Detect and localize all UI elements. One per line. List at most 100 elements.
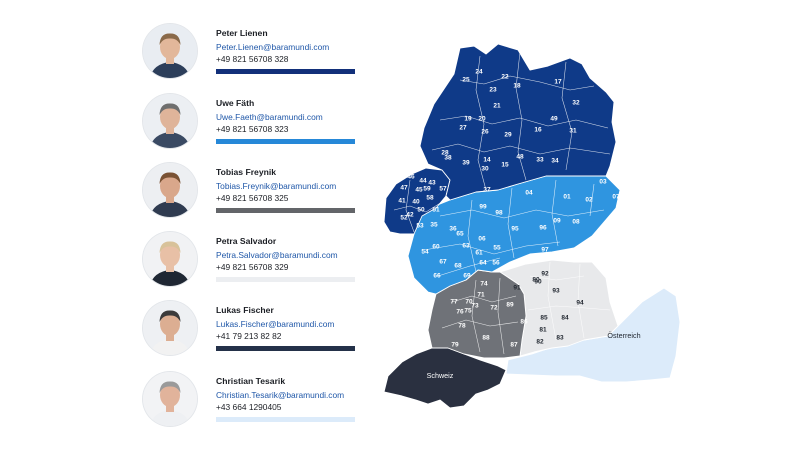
region-number-label: 52 [400, 215, 408, 222]
region-number-label: 46 [407, 174, 415, 181]
region-number-label: 83 [556, 335, 564, 342]
district-border [459, 75, 595, 91]
region-number-label: 65 [456, 231, 464, 238]
region-number-label: 96 [539, 225, 547, 232]
district-border [441, 319, 519, 329]
region-number-label: 78 [458, 323, 466, 330]
country-label-switzerland: Schweiz [427, 371, 454, 380]
region-number-label: 74 [480, 281, 488, 288]
contact-card: Lukas Fischer Lukas.Fischer@baramundi.com… [143, 301, 383, 363]
contact-name: Peter Lienen [216, 28, 268, 38]
region-number-label: 35 [430, 222, 438, 229]
region-number-label: 01 [563, 194, 571, 201]
region-number-label: 40 [412, 199, 420, 206]
region-number-label: 23 [489, 87, 497, 94]
region-number-label: 58 [426, 195, 434, 202]
contact-email-link[interactable]: Peter.Lienen@baramundi.com [216, 42, 330, 52]
region-number-label: 44 [419, 178, 427, 185]
district-border [467, 199, 477, 273]
district-border [515, 51, 527, 181]
contact-email-link[interactable]: Tobias.Freynik@baramundi.com [216, 181, 337, 191]
region-number-label: 70 [465, 299, 473, 306]
region-number-label: 56 [492, 260, 500, 267]
district-border [439, 209, 605, 219]
region-number-label: 31 [569, 128, 577, 135]
region-number-label: 49 [550, 116, 558, 123]
district-border [393, 201, 443, 213]
region-number-label: 29 [504, 132, 512, 139]
contact-card: Petra Salvador Petra.Salvador@baramundi.c… [143, 232, 383, 294]
region-number-label: 95 [511, 226, 519, 233]
contact-name: Tobias Freynik [216, 167, 277, 177]
switzerland-region [383, 347, 507, 409]
contact-phone: +49 821 56708 325 [216, 193, 289, 203]
region-number-label: 99 [479, 204, 487, 211]
region-number-label: 19 [464, 116, 472, 123]
region-number-label: 54 [421, 249, 429, 256]
region-number-label: 60 [432, 244, 440, 251]
region-number-label: 17 [554, 79, 562, 86]
avatar [143, 372, 197, 426]
region-number-label: 91 [513, 285, 521, 292]
region-number-label: 50 [417, 207, 425, 214]
district-border [561, 61, 573, 171]
region-number-label: 36 [449, 226, 457, 233]
contact-card: Tobias Freynik Tobias.Freynik@baramundi.c… [143, 163, 383, 225]
district-border [451, 295, 517, 303]
territory-color-bar [216, 139, 355, 144]
contact-phone: +41 79 213 82 82 [216, 331, 282, 341]
contact-phone: +49 821 56708 329 [216, 262, 289, 272]
region-number-label: 02 [585, 197, 593, 204]
region-number-label: 68 [454, 263, 462, 270]
avatar [143, 232, 197, 286]
region-number-label: 20 [478, 116, 486, 123]
sales-territory-map: 25 24 23 22 18 17 21 20 19 27 28 26 29 30 16 49 32 31 38 39… [383, 43, 681, 409]
region-number-label: 27 [459, 125, 467, 132]
region-number-label: 28 [441, 150, 449, 157]
avatar [143, 163, 197, 217]
district-border [577, 263, 585, 339]
district-border [471, 279, 481, 353]
region-number-label: 88 [482, 335, 490, 342]
contact-name: Uwe Fäth [216, 98, 255, 108]
contact-email-link[interactable]: Lukas.Fischer@baramundi.com [216, 319, 335, 329]
region-number-label: 32 [572, 100, 580, 107]
region-number-label: 21 [493, 103, 501, 110]
region-number-label: 75 [464, 308, 472, 315]
region-number-label: 67 [439, 259, 447, 266]
contact-name: Lukas Fischer [216, 305, 274, 315]
region-number-label: 87 [510, 342, 518, 349]
contact-email-link[interactable]: Christian.Tesarik@baramundi.com [216, 390, 345, 400]
region-number-label: 71 [477, 292, 485, 299]
region-number-label: 77 [450, 299, 458, 306]
region-number-label: 45 [415, 187, 423, 194]
district-border [507, 187, 515, 259]
contact-email-link[interactable]: Uwe.Faeth@baramundi.com [216, 112, 323, 122]
region-number-label: 84 [561, 315, 569, 322]
contact-email-link[interactable]: Petra.Salvador@baramundi.com [216, 250, 338, 260]
region-number-label: 33 [536, 157, 544, 164]
contact-phone: +43 664 1290405 [216, 402, 282, 412]
contact-name: Christian Tesarik [216, 376, 286, 386]
region-number-label: 15 [501, 162, 509, 169]
region-number-label: 85 [540, 315, 548, 322]
region-number-label: 48 [516, 154, 524, 161]
region-number-label: 73 [471, 303, 479, 310]
district-border [437, 257, 501, 277]
contact-phone: +49 821 56708 328 [216, 54, 289, 64]
region-number-label: 38 [444, 155, 452, 162]
region-number-label: 90 [534, 279, 542, 286]
region-number-label: 08 [572, 219, 580, 226]
contact-name: Petra Salvador [216, 236, 277, 246]
avatar [143, 24, 197, 78]
region-number-label: 97 [541, 247, 549, 254]
avatar [143, 301, 197, 355]
region-number-label: 14 [483, 157, 491, 164]
district-border [551, 179, 559, 247]
territory-color-bar [216, 417, 355, 422]
region-number-label: 98 [495, 210, 503, 217]
region-number-label: 06 [478, 236, 486, 243]
country-label-austria: Österreich [607, 331, 640, 340]
region-north [419, 43, 617, 201]
district-border [439, 115, 609, 129]
